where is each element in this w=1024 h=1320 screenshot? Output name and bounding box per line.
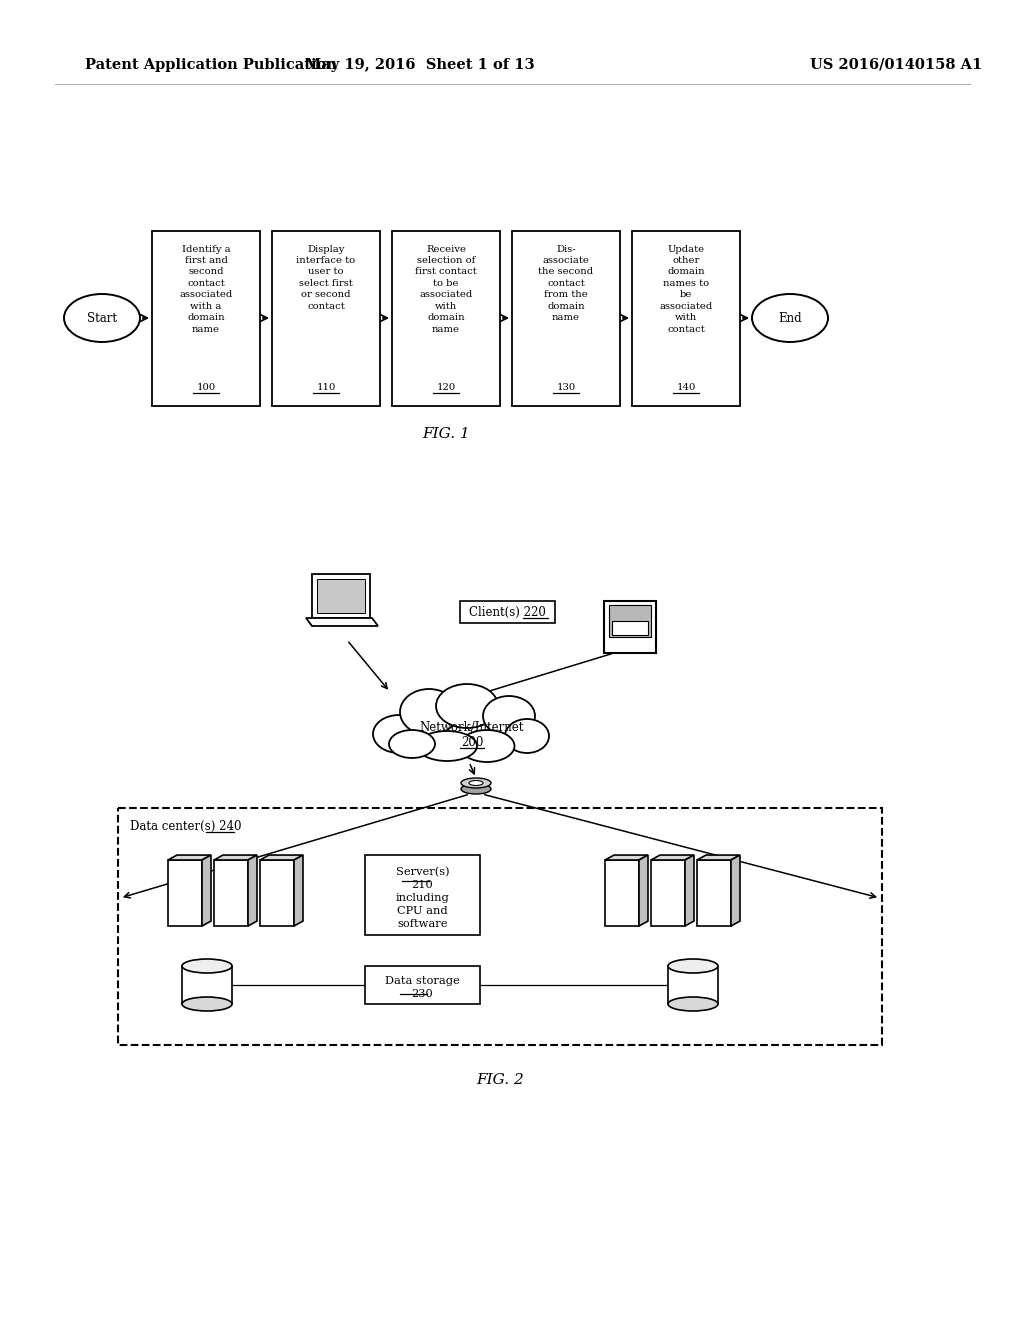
Text: Receive
selection of
first contact
to be
associated
with
domain
name: Receive selection of first contact to be… bbox=[415, 244, 477, 334]
Polygon shape bbox=[168, 855, 211, 861]
Text: 120: 120 bbox=[436, 383, 456, 392]
Ellipse shape bbox=[668, 997, 718, 1011]
Text: Network/Internet: Network/Internet bbox=[420, 722, 524, 734]
Text: End: End bbox=[778, 312, 802, 325]
Ellipse shape bbox=[417, 731, 477, 762]
Text: Data storage
230: Data storage 230 bbox=[385, 975, 460, 999]
Text: May 19, 2016  Sheet 1 of 13: May 19, 2016 Sheet 1 of 13 bbox=[305, 58, 535, 73]
FancyBboxPatch shape bbox=[260, 861, 294, 927]
Text: Identify a
first and
second
contact
associated
with a
domain
name: Identify a first and second contact asso… bbox=[179, 244, 232, 334]
FancyBboxPatch shape bbox=[168, 861, 202, 927]
Text: Display
interface to
user to
select first
or second
contact: Display interface to user to select firs… bbox=[296, 244, 355, 310]
FancyBboxPatch shape bbox=[392, 231, 500, 405]
Text: FIG. 2: FIG. 2 bbox=[476, 1073, 524, 1086]
Text: Patent Application Publication: Patent Application Publication bbox=[85, 58, 337, 73]
FancyBboxPatch shape bbox=[605, 861, 639, 927]
Ellipse shape bbox=[461, 784, 490, 795]
Ellipse shape bbox=[460, 730, 514, 762]
FancyBboxPatch shape bbox=[317, 579, 365, 612]
Polygon shape bbox=[651, 855, 694, 861]
Polygon shape bbox=[248, 855, 257, 927]
FancyBboxPatch shape bbox=[214, 861, 248, 927]
Text: 130: 130 bbox=[556, 383, 575, 392]
FancyBboxPatch shape bbox=[512, 231, 620, 405]
Text: 110: 110 bbox=[316, 383, 336, 392]
Polygon shape bbox=[260, 855, 303, 861]
Text: Update
other
domain
names to
be
associated
with
contact: Update other domain names to be associat… bbox=[659, 244, 713, 334]
Polygon shape bbox=[731, 855, 740, 927]
Text: Start: Start bbox=[87, 312, 117, 325]
FancyBboxPatch shape bbox=[612, 620, 648, 635]
Polygon shape bbox=[605, 855, 648, 861]
Ellipse shape bbox=[373, 715, 425, 752]
Polygon shape bbox=[294, 855, 303, 927]
FancyBboxPatch shape bbox=[312, 574, 370, 618]
FancyBboxPatch shape bbox=[460, 601, 555, 623]
Text: Dis-
associate
the second
contact
from the
domain
name: Dis- associate the second contact from t… bbox=[539, 244, 594, 322]
Ellipse shape bbox=[436, 684, 498, 729]
Text: 140: 140 bbox=[676, 383, 695, 392]
Text: FIG. 1: FIG. 1 bbox=[422, 428, 470, 441]
Text: Server(s)
210
including
CPU and
software: Server(s) 210 including CPU and software bbox=[395, 867, 450, 928]
Ellipse shape bbox=[182, 997, 232, 1011]
Ellipse shape bbox=[483, 696, 535, 737]
Polygon shape bbox=[685, 855, 694, 927]
Polygon shape bbox=[202, 855, 211, 927]
Ellipse shape bbox=[63, 294, 140, 342]
Ellipse shape bbox=[400, 689, 458, 735]
Text: Data center(s) 240: Data center(s) 240 bbox=[130, 820, 242, 833]
FancyBboxPatch shape bbox=[609, 605, 651, 638]
Polygon shape bbox=[697, 855, 740, 861]
Ellipse shape bbox=[469, 780, 483, 785]
FancyBboxPatch shape bbox=[651, 861, 685, 927]
Ellipse shape bbox=[505, 719, 549, 752]
Text: Client(s) 220: Client(s) 220 bbox=[469, 606, 546, 619]
FancyBboxPatch shape bbox=[668, 966, 718, 1005]
Text: 200: 200 bbox=[461, 735, 483, 748]
FancyBboxPatch shape bbox=[604, 601, 656, 653]
Polygon shape bbox=[214, 855, 257, 861]
Ellipse shape bbox=[389, 730, 435, 758]
FancyBboxPatch shape bbox=[182, 966, 232, 1005]
FancyBboxPatch shape bbox=[152, 231, 260, 405]
Polygon shape bbox=[639, 855, 648, 927]
Text: US 2016/0140158 A1: US 2016/0140158 A1 bbox=[810, 58, 982, 73]
Ellipse shape bbox=[752, 294, 828, 342]
Polygon shape bbox=[306, 618, 378, 626]
Ellipse shape bbox=[461, 777, 490, 788]
FancyBboxPatch shape bbox=[118, 808, 882, 1045]
FancyBboxPatch shape bbox=[365, 966, 480, 1005]
FancyBboxPatch shape bbox=[632, 231, 740, 405]
FancyBboxPatch shape bbox=[697, 861, 731, 927]
FancyBboxPatch shape bbox=[365, 855, 480, 935]
Text: 100: 100 bbox=[197, 383, 216, 392]
Ellipse shape bbox=[182, 960, 232, 973]
FancyBboxPatch shape bbox=[272, 231, 380, 405]
Ellipse shape bbox=[668, 960, 718, 973]
